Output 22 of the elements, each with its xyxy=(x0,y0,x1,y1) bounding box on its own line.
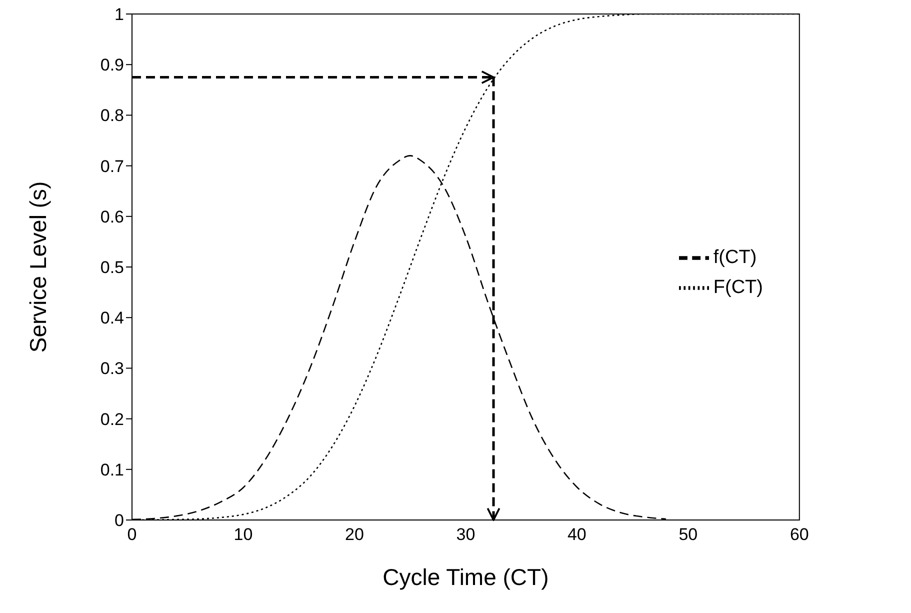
x-tick-label: 10 xyxy=(234,525,253,544)
x-tick-label: 60 xyxy=(790,525,809,544)
y-axis-title: Service Level (s) xyxy=(25,181,52,353)
x-tick-label: 30 xyxy=(456,525,476,544)
y-tick-label: 0.4 xyxy=(100,308,124,328)
x-tick-label: 50 xyxy=(678,525,698,544)
y-tick-label: 0.2 xyxy=(100,410,124,429)
legend-label: f(CT) xyxy=(713,247,757,268)
x-tick-label: 20 xyxy=(345,525,364,544)
y-tick-label: 0.8 xyxy=(100,106,124,126)
y-tick-label: 0 xyxy=(114,511,124,530)
y-tick-label: 0.7 xyxy=(100,156,124,176)
y-tick-label: 0.5 xyxy=(100,258,124,278)
y-tick-label: 0.6 xyxy=(100,207,124,226)
y-tick-label: 0.3 xyxy=(100,359,124,378)
y-tick-label: 0.1 xyxy=(100,460,124,480)
legend-label: F(CT) xyxy=(713,277,763,298)
y-tick-label: 0.9 xyxy=(100,56,124,75)
y-tick-label: 1 xyxy=(114,5,124,24)
x-axis-title: Cycle Time (CT) xyxy=(382,564,549,590)
x-tick-label: 40 xyxy=(567,525,586,544)
x-tick-label: 0 xyxy=(127,525,137,544)
